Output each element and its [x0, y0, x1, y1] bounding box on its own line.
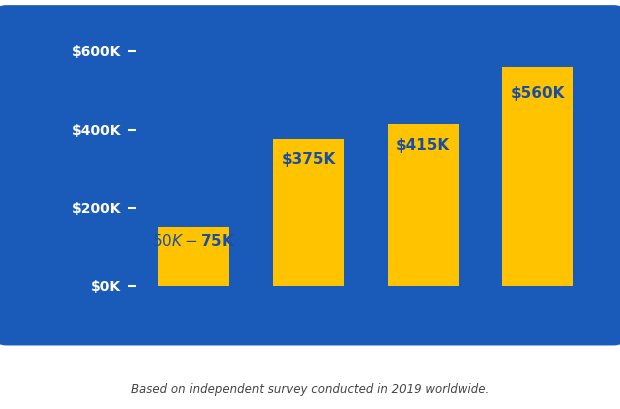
Text: $600K: $600K [71, 45, 121, 59]
Text: Bioreactor: Bioreactor [382, 292, 464, 306]
Text: $560K: $560K [511, 85, 565, 100]
Bar [158, 228, 229, 286]
Text: Buffer &
media mixing
& storange: Buffer & media mixing & storange [141, 292, 246, 339]
Text: $415K: $415K [396, 137, 450, 152]
Bar [388, 124, 459, 286]
Text: $375K: $375K [281, 152, 335, 167]
Text: Based on independent survey conducted in 2019 worldwide.: Based on independent survey conducted in… [131, 382, 489, 395]
Text: Transport and
shipping of bulk
drug substance: Transport and shipping of bulk drug subs… [475, 292, 601, 339]
Text: Intermediate
mixing and
storage: Intermediate mixing and storage [257, 292, 360, 339]
Text: $200K: $200K [71, 201, 121, 215]
Bar [273, 140, 344, 286]
Text: $400K: $400K [71, 123, 121, 137]
Text: $50K-$75K: $50K-$75K [152, 232, 236, 248]
Bar [502, 68, 574, 286]
Text: $0K: $0K [91, 279, 121, 293]
